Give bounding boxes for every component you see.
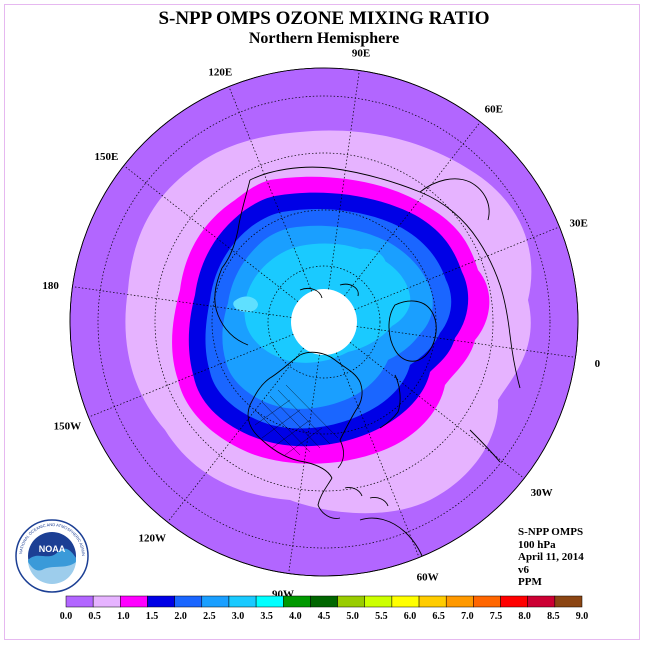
colorbar-swatch	[445, 595, 474, 608]
longitude-label: 60W	[417, 572, 439, 584]
colorbar-swatch	[92, 595, 121, 608]
info-units: PPM	[518, 576, 542, 588]
colorbar-tick-label: 0.5	[88, 611, 101, 622]
colorbar-tick-label: 4.0	[289, 611, 302, 622]
colorbar-tick-label: 1.5	[146, 611, 159, 622]
colorbar-tick-label: 6.0	[404, 611, 417, 622]
colorbar-tick-label: 3.5	[260, 611, 273, 622]
colorbar-swatch	[174, 595, 203, 608]
longitude-label: 120E	[208, 66, 232, 78]
colorbar-tick-label: 7.5	[490, 611, 503, 622]
colorbar-tick-label: 2.0	[174, 611, 187, 622]
colorbar-swatch	[310, 595, 338, 608]
colorbar-tick-label: 6.5	[432, 611, 445, 622]
colorbar-swatch	[473, 595, 501, 608]
colorbar-swatch	[554, 595, 583, 608]
coastlines	[214, 166, 521, 576]
colorbar-swatch	[283, 595, 311, 608]
colorbar-swatch	[527, 595, 556, 608]
colorbar-swatch	[391, 595, 420, 608]
colorbar-swatch	[228, 595, 257, 608]
colorbar-tick-label: 8.5	[547, 611, 560, 622]
longitude-label: 120W	[138, 533, 166, 545]
longitude-label: 30W	[531, 487, 553, 499]
longitude-label: 0	[595, 358, 601, 370]
colorbar: 0.0 0.5 1.0 1.5 2.0 2.5 3.0 3.5 4.0 4.5 5.0 5.5 6.0 6…	[60, 595, 589, 622]
colorbar-swatch	[337, 595, 365, 608]
noaa-logo: NOAA NATIONAL OCEANIC AND ATMOSPHERIC AD…	[15, 519, 89, 593]
longitude-label: 90E	[352, 48, 370, 60]
colorbar-tick-label: 9.0	[576, 611, 589, 622]
colorbar-swatch	[147, 595, 175, 608]
plot-info: S-NPP OMPS 100 hPa April 11, 2014 v6 PPM	[518, 526, 584, 589]
info-date: April 11, 2014	[518, 551, 584, 563]
colorbar-tick-label: 2.5	[203, 611, 216, 622]
latitude-circles	[97, 95, 551, 549]
colorbar-swatch	[65, 595, 94, 608]
colorbar-tick-label: 5.5	[375, 611, 388, 622]
longitude-label: 180	[42, 280, 59, 292]
map-title: S-NPP OMPS OZONE MIXING RATIO	[158, 8, 490, 29]
info-version: v6	[518, 563, 529, 576]
longitude-label: 150E	[94, 151, 118, 163]
noaa-logo-text: NOAA	[39, 544, 66, 554]
longitude-label: 60E	[485, 103, 503, 115]
colorbar-tick-label: 4.5	[318, 611, 331, 622]
colorbar-swatch	[255, 595, 284, 608]
longitude-label: 150W	[54, 421, 82, 433]
colorbar-swatch	[120, 595, 148, 608]
colorbar-tick-label: 8.0	[518, 611, 531, 622]
polar-cap	[291, 289, 357, 355]
info-level: 100 hPa	[518, 538, 556, 551]
longitude-label: 30E	[569, 217, 587, 229]
colorbar-swatch	[201, 595, 230, 608]
colorbar-swatch	[364, 595, 393, 608]
colorbar-tick-label: 1.0	[117, 611, 130, 622]
colorbar-tick-label: 3.0	[232, 611, 245, 622]
colorbar-swatch	[500, 595, 528, 608]
colorbar-tick-label: 7.0	[461, 611, 474, 622]
colorbar-swatch	[418, 595, 447, 608]
info-instrument: S-NPP OMPS	[518, 526, 584, 538]
plot-frame	[4, 4, 640, 640]
colorbar-tick-label: 0.0	[60, 611, 73, 622]
map-subtitle: Northern Hemisphere	[248, 30, 400, 47]
colorbar-tick-label: 5.0	[346, 611, 359, 622]
